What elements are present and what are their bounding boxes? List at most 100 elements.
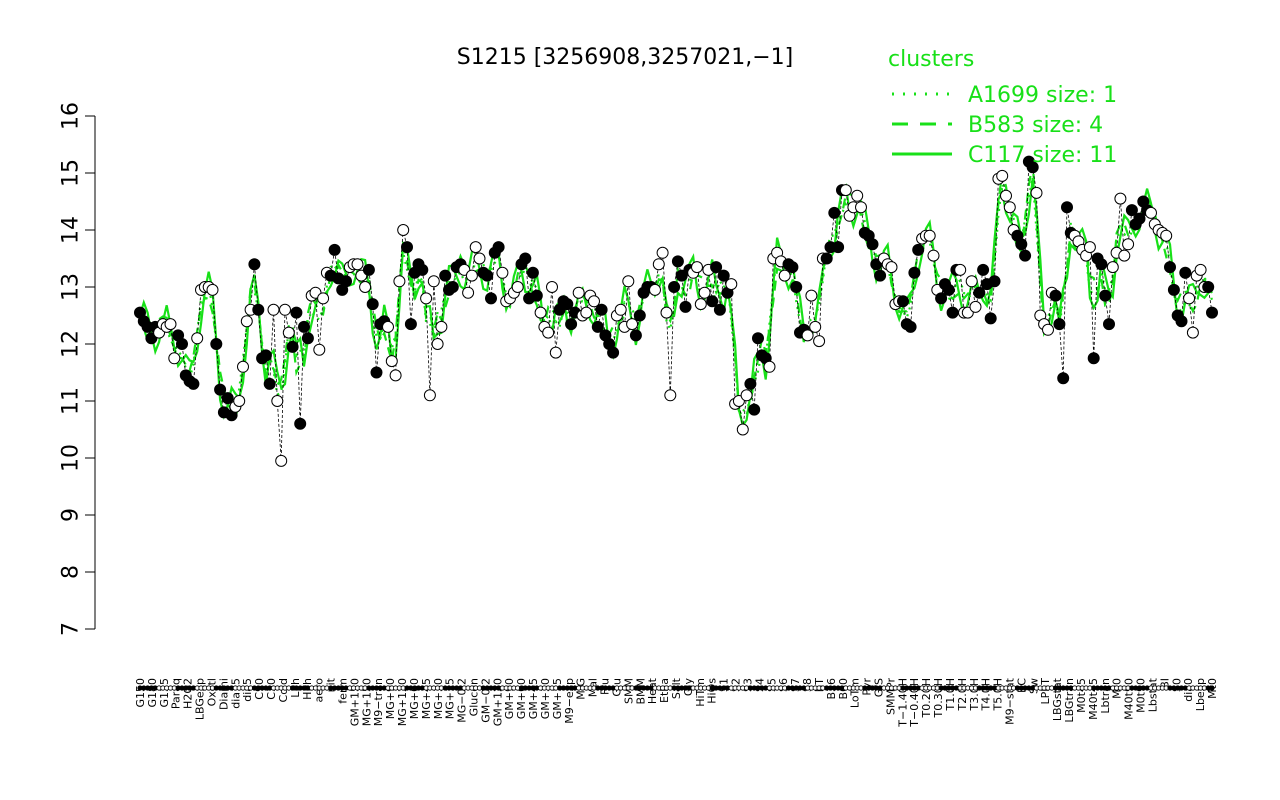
data-point [778,269,791,282]
y-tick-label: 9 [59,508,84,522]
data-point [725,278,738,291]
data-point [614,303,627,316]
data-point [1186,326,1199,339]
data-point [248,258,261,271]
data-point [298,320,310,333]
data-point [435,320,448,333]
x-tick-label: Heat [646,677,659,704]
data-point [790,281,803,293]
data-point [988,275,1001,288]
legend: clusters A1699 size: 1 B583 size: 4 C117 s… [888,47,1117,168]
data-point [652,258,665,271]
data-point [301,332,314,345]
data-point [534,306,547,319]
data-point [290,306,303,319]
data-point [839,184,852,197]
data-point [694,298,707,311]
data-point [1015,238,1028,251]
y-axis: 7 8 9 10 11 12 13 14 15 16 [59,102,96,636]
data-point [801,329,814,342]
data-point [1133,212,1146,225]
data-point [465,269,478,282]
data-point [763,360,776,373]
data-point [923,229,936,242]
data-point [187,377,200,390]
x-tick-label: BMM [634,678,647,705]
data-point [885,261,898,274]
data-point [633,309,646,322]
data-point [214,383,227,396]
x-tick-label: HiTm [694,678,707,707]
data-point [427,275,440,288]
data-point [1042,323,1054,336]
data-point [946,306,959,319]
legend-title: clusters [888,47,974,72]
data-point [1118,249,1131,262]
data-point [874,269,887,282]
data-point [984,312,997,325]
data-point [549,346,562,359]
y-tick-label: 16 [59,102,84,130]
data-point [1026,161,1039,174]
data-point [1125,204,1138,217]
data-point [233,395,246,407]
y-tick-label: 8 [59,565,84,579]
data-point [1206,306,1218,319]
data-point [996,169,1009,182]
data-point [828,206,841,219]
data-point [393,275,406,288]
y-tick-label: 11 [59,387,84,415]
data-point [805,289,818,302]
data-point [446,281,459,293]
data-point [710,261,723,274]
data-point [1053,318,1066,331]
data-point [748,403,761,416]
data-point [462,286,475,299]
y-tick-label: 10 [59,444,84,472]
data-point [263,377,276,390]
data-point [530,289,543,302]
data-point [1057,372,1070,385]
data-point [313,343,326,356]
data-point [691,261,703,274]
legend-label-3: C117 size: 11 [968,143,1117,168]
data-point [626,318,639,331]
data-point [275,454,288,467]
data-point [191,332,204,345]
data-point [595,303,608,316]
x-tick-label: Etha [658,678,671,703]
data-point [736,423,749,436]
data-point [469,241,482,254]
data-point [744,377,757,390]
data-point [1099,289,1112,302]
x-axis: G150G180G135ParaqH2O2LBGexpOxctlDiamidia… [134,677,1219,727]
x-tick-label: BI [1158,678,1171,689]
data-point [252,303,265,316]
x-tick-label: G150 [134,678,147,708]
data-point [423,389,436,402]
data-point [1164,261,1176,274]
data-point [259,349,272,362]
data-point [935,292,948,305]
data-point [511,281,524,293]
data-point [580,306,593,319]
data-point [908,266,921,279]
data-point [496,266,509,279]
data-point [385,355,398,368]
data-point [1061,201,1073,214]
data-point [622,275,635,288]
data-point [954,263,967,276]
y-tick-label: 12 [59,330,84,358]
data-point [416,263,429,276]
data-point [591,320,604,333]
legend-label-1: A1699 size: 1 [968,83,1117,108]
data-point [1106,261,1119,274]
data-point [607,346,620,359]
chart-title: S1215 [3256908,3257021,−1] [457,45,794,70]
x-tick-label: G135 [158,678,171,708]
data-point [526,266,539,279]
data-point [397,224,410,236]
data-point [927,249,940,262]
data-point [851,189,864,202]
